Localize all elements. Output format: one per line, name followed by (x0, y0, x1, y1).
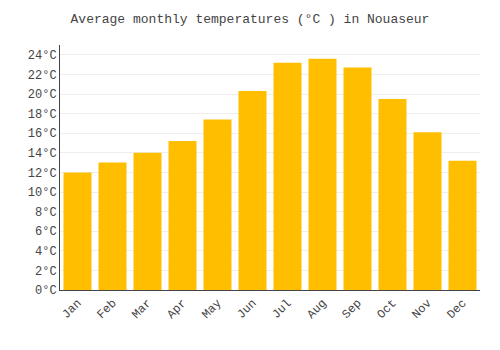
svg-text:Feb: Feb (94, 297, 119, 322)
svg-text:Sep: Sep (339, 297, 364, 322)
svg-text:14°C: 14°C (28, 147, 57, 161)
svg-text:6°C: 6°C (35, 225, 57, 239)
svg-text:Jan: Jan (59, 297, 84, 322)
svg-text:4°C: 4°C (35, 245, 57, 259)
svg-text:18°C: 18°C (28, 108, 57, 122)
svg-text:Mar: Mar (129, 297, 154, 322)
svg-text:Jul: Jul (269, 297, 294, 322)
svg-text:May: May (199, 297, 224, 322)
svg-text:Jun: Jun (234, 297, 259, 322)
svg-text:16°C: 16°C (28, 127, 57, 141)
svg-text:Dec: Dec (444, 297, 469, 322)
svg-text:0°C: 0°C (35, 284, 57, 298)
svg-text:Oct: Oct (374, 297, 399, 322)
svg-text:8°C: 8°C (35, 206, 57, 220)
svg-text:12°C: 12°C (28, 167, 57, 181)
svg-text:Nov: Nov (409, 297, 434, 322)
svg-text:Average monthly temperatures (: Average monthly temperatures (°C ) in No… (71, 12, 430, 27)
svg-text:22°C: 22°C (28, 69, 57, 83)
svg-text:Apr: Apr (164, 297, 189, 322)
svg-text:2°C: 2°C (35, 265, 57, 279)
svg-text:Aug: Aug (304, 297, 329, 322)
svg-text:24°C: 24°C (28, 49, 57, 63)
svg-text:20°C: 20°C (28, 88, 57, 102)
svg-text:10°C: 10°C (28, 186, 57, 200)
